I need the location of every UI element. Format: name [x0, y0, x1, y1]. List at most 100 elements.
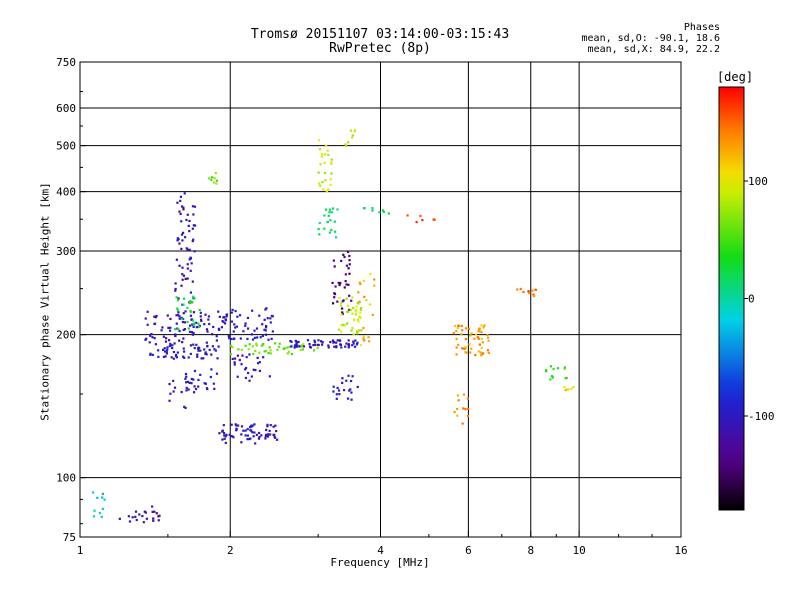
y-axis-label: Stationary phase Virtual Height [km]	[38, 182, 52, 421]
data-point	[165, 352, 168, 355]
data-point	[313, 339, 316, 342]
data-point	[265, 428, 268, 432]
data-point	[186, 263, 189, 266]
data-point	[267, 338, 270, 341]
data-points	[91, 129, 575, 524]
data-point	[173, 342, 176, 345]
data-point	[320, 343, 324, 346]
data-point	[186, 248, 189, 251]
data-point	[345, 297, 348, 300]
data-point	[326, 220, 330, 224]
data-point	[242, 330, 245, 333]
data-point	[317, 227, 320, 231]
data-point	[176, 309, 179, 312]
data-point	[228, 337, 231, 340]
data-point	[176, 351, 179, 354]
data-point	[233, 323, 236, 326]
data-point	[452, 332, 455, 335]
data-point	[461, 329, 464, 332]
phases-heading: Phases	[683, 22, 720, 33]
data-point	[344, 345, 347, 348]
data-point	[290, 345, 293, 348]
data-point	[356, 301, 359, 305]
data-point	[340, 301, 343, 304]
data-point	[263, 328, 266, 331]
data-point	[365, 299, 368, 302]
data-point	[326, 149, 329, 152]
data-point	[329, 178, 332, 181]
data-point	[182, 312, 185, 315]
data-point	[266, 317, 269, 320]
data-point	[197, 349, 200, 352]
data-point	[382, 210, 385, 213]
data-point	[185, 389, 188, 392]
data-point	[256, 336, 259, 339]
data-point	[351, 296, 354, 299]
data-point	[252, 368, 255, 371]
data-point	[357, 291, 360, 294]
data-point	[351, 312, 354, 315]
data-point	[189, 314, 193, 317]
data-point	[230, 435, 233, 438]
data-point	[191, 323, 194, 326]
data-point	[359, 307, 363, 310]
data-point	[549, 365, 553, 368]
data-point	[355, 343, 359, 346]
data-point	[148, 341, 151, 344]
data-point	[406, 214, 409, 217]
data-point	[193, 323, 196, 326]
data-point	[230, 337, 233, 341]
data-point	[479, 351, 482, 354]
data-point	[371, 207, 374, 210]
data-point	[199, 373, 202, 376]
data-point	[152, 519, 155, 522]
data-point	[181, 303, 184, 306]
data-point	[478, 343, 481, 346]
data-point	[487, 351, 491, 355]
data-point	[233, 357, 237, 360]
data-point	[234, 309, 237, 313]
data-point	[355, 310, 358, 313]
data-point	[341, 311, 344, 314]
data-point	[184, 406, 187, 410]
data-point	[348, 259, 351, 262]
data-point	[244, 366, 248, 370]
data-point	[346, 304, 350, 307]
data-point	[321, 341, 324, 344]
data-point	[157, 515, 160, 518]
data-point	[232, 337, 236, 341]
data-point	[246, 434, 249, 437]
data-point	[205, 328, 209, 331]
data-point	[287, 350, 291, 353]
data-point	[481, 352, 485, 355]
data-point	[206, 344, 209, 348]
data-point	[358, 281, 361, 284]
data-point	[482, 326, 485, 329]
data-point	[169, 317, 172, 321]
data-point	[340, 346, 343, 349]
data-point	[212, 382, 215, 385]
data-point	[329, 183, 332, 186]
data-point	[332, 259, 335, 262]
data-point	[196, 355, 199, 358]
data-point	[217, 327, 220, 330]
data-point	[177, 297, 180, 300]
data-point	[294, 340, 298, 343]
data-point	[464, 327, 468, 330]
data-point	[200, 319, 203, 323]
data-point	[162, 348, 165, 352]
data-point	[350, 329, 353, 332]
data-point	[456, 394, 460, 397]
data-point	[180, 205, 184, 208]
data-point	[318, 182, 321, 185]
data-point	[350, 391, 353, 394]
data-point	[456, 414, 459, 417]
data-point	[162, 355, 166, 358]
data-point	[340, 324, 343, 327]
data-point	[192, 213, 195, 216]
data-point	[325, 144, 328, 147]
data-point	[371, 313, 374, 316]
data-point	[353, 345, 357, 348]
data-point	[345, 264, 349, 267]
data-point	[348, 272, 351, 275]
